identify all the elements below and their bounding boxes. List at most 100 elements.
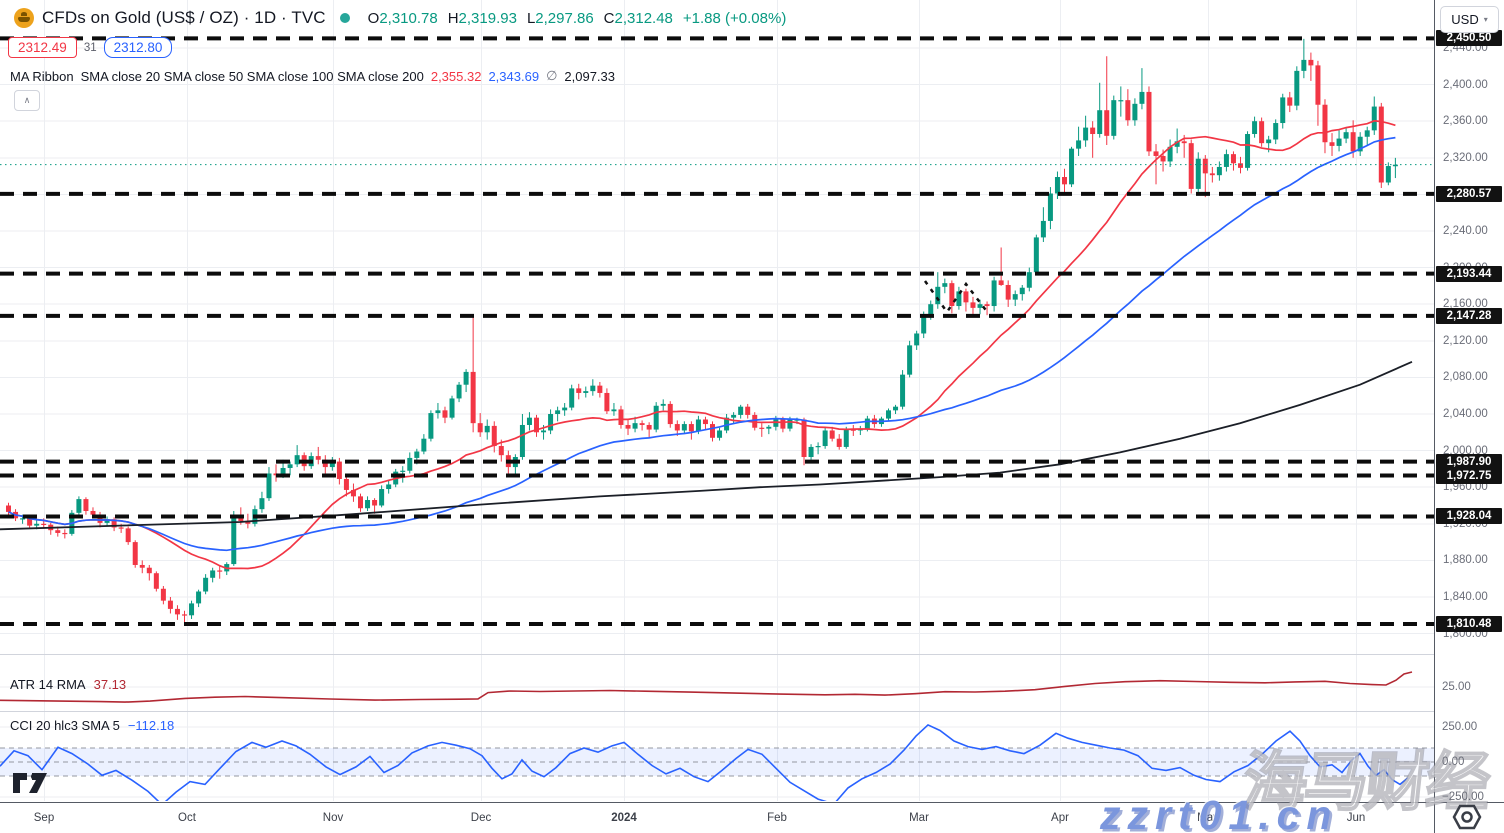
candle-body[interactable] [970,302,976,308]
candle-body[interactable] [956,291,962,307]
candle-body[interactable] [1040,220,1046,238]
candle-body[interactable] [196,591,202,604]
candle-body[interactable] [921,315,927,334]
candle-body[interactable] [1181,141,1187,144]
candle-body[interactable] [681,424,687,431]
candle-body[interactable] [104,519,110,523]
candle-body[interactable] [1350,132,1356,152]
candle-body[interactable] [541,430,547,433]
candle-body[interactable] [76,499,82,513]
candle-body[interactable] [1322,104,1328,143]
candle-body[interactable] [34,523,40,526]
candle-body[interactable] [266,473,272,499]
candle-body[interactable] [794,419,800,421]
candle-body[interactable] [949,283,955,307]
candle-body[interactable] [132,542,138,565]
candle-body[interactable] [294,455,300,465]
candle-body[interactable] [329,461,335,468]
candle-body[interactable] [569,388,575,408]
candle-body[interactable] [203,577,209,592]
candle-body[interactable] [660,403,666,406]
candle-body[interactable] [1209,173,1215,176]
candle-body[interactable] [1266,139,1272,144]
candle-body[interactable] [928,304,934,316]
candle-body[interactable] [653,405,659,430]
tradingview-logo-icon[interactable] [12,770,48,796]
candle-body[interactable] [1329,142,1335,146]
candle-body[interactable] [343,478,349,490]
candle-body[interactable] [1054,177,1060,194]
candle-body[interactable] [1238,163,1243,168]
candle-body[interactable] [534,417,539,433]
candle-body[interactable] [498,446,504,456]
symbol-title[interactable]: CFDs on Gold (US$ / OZ) · 1D · TVC [42,8,326,27]
price-level-badge[interactable]: 1,972.75 [1436,467,1502,484]
candle-body[interactable] [428,413,434,439]
candle-body[interactable] [1047,193,1053,221]
candle-body[interactable] [548,414,554,431]
candle-body[interactable] [688,424,694,432]
candle-body[interactable] [1111,100,1117,136]
candle-body[interactable] [1315,65,1321,105]
cci-line[interactable] [0,723,1409,805]
candle-body[interactable] [1160,155,1166,162]
currency-selector[interactable]: USD ▾ [1440,6,1499,33]
candle-body[interactable] [1033,237,1039,273]
sma20-line[interactable] [8,119,1396,570]
candle-body[interactable] [442,410,448,418]
candle-body[interactable] [287,464,293,468]
ma-ribbon-legend[interactable]: MA Ribbon SMA close 20 SMA close 50 SMA … [10,68,615,84]
candle-body[interactable] [780,419,786,429]
candle-body[interactable] [1097,110,1103,135]
candle-body[interactable] [984,304,990,307]
candle-body[interactable] [738,406,744,415]
candle-body[interactable] [998,280,1004,285]
candle-body[interactable] [773,419,779,427]
candle-body[interactable] [1125,100,1131,121]
candle-body[interactable] [365,500,371,509]
candle-body[interactable] [886,410,891,419]
price-level-badge[interactable]: 1,810.48 [1436,616,1502,632]
candle-body[interactable] [597,385,603,393]
candle-body[interactable] [1392,164,1398,167]
ask-price-badge[interactable]: 2312.80 [103,37,173,58]
candle-body[interactable] [350,489,356,497]
candle-body[interactable] [801,419,807,458]
candle-body[interactable] [1195,158,1201,189]
candle-body[interactable] [745,406,751,415]
candle-body[interactable] [1188,143,1194,189]
candle-body[interactable] [90,510,96,515]
candle-body[interactable] [167,600,173,609]
candle-body[interactable] [386,484,392,490]
candle-body[interactable] [942,283,948,287]
candle-body[interactable] [1153,151,1159,156]
price-axis[interactable]: 2,440.002,400.002,360.002,320.002,280.00… [1434,0,1504,802]
candle-body[interactable] [639,423,645,425]
candle-body[interactable] [1132,103,1138,121]
candle-body[interactable] [1259,121,1265,144]
candle-body[interactable] [414,451,420,458]
candle-body[interactable] [20,518,26,520]
candle-body[interactable] [1301,59,1307,71]
candle-body[interactable] [1252,121,1258,135]
candle-body[interactable] [484,425,490,433]
candle-body[interactable] [935,286,941,305]
price-level-badge[interactable]: 1,987.90 [1436,453,1502,470]
candle-body[interactable] [379,489,385,506]
candle-body[interactable] [590,385,596,392]
candle-body[interactable] [1090,127,1096,135]
candle-body[interactable] [766,426,772,429]
candle-body[interactable] [519,424,525,458]
candle-body[interactable] [1026,272,1032,288]
candle-body[interactable] [1223,154,1229,167]
candle-body[interactable] [217,570,223,572]
candle-body[interactable] [822,430,828,447]
candle-body[interactable] [1343,132,1349,139]
candle-body[interactable] [477,423,483,433]
zigzag-drawing[interactable] [923,280,989,315]
candle-body[interactable] [491,425,497,447]
candle-body[interactable] [315,456,321,460]
candle-body[interactable] [618,409,624,425]
candle-body[interactable] [1216,166,1222,176]
candle-body[interactable] [41,523,47,525]
